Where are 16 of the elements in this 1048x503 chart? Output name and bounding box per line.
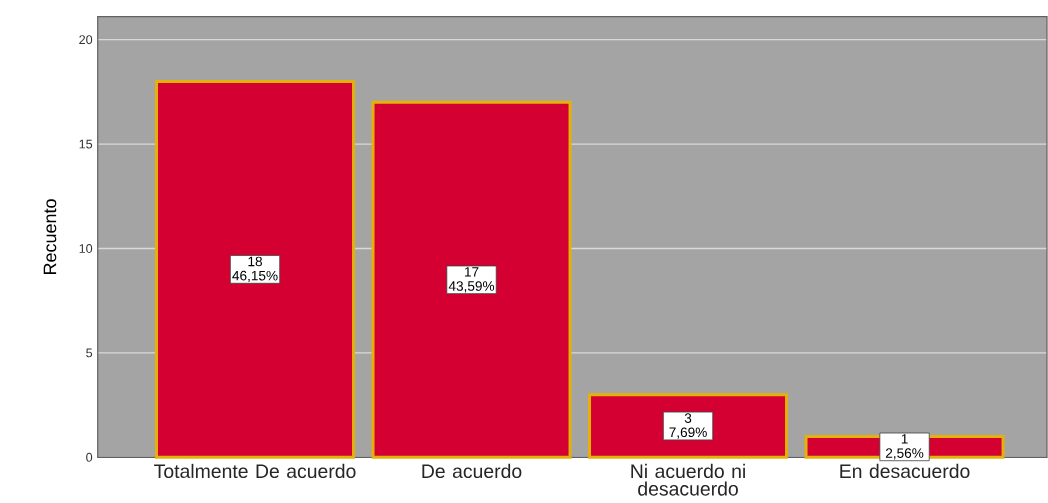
y-tick-label: 15 <box>79 139 93 149</box>
y-tick-label: 5 <box>86 348 93 358</box>
y-tick-label: 20 <box>79 35 93 45</box>
y-tick-label: 0 <box>86 452 93 462</box>
y-axis-title: Recuento <box>43 199 57 275</box>
x-tick-label: En desacuerdo <box>840 463 970 479</box>
data-label: 17 43,59% <box>448 267 495 293</box>
y-tick-label: 10 <box>79 244 93 253</box>
data-label: 18 46,15% <box>232 256 278 283</box>
x-tick-label: Totalmente De acuerdo <box>154 463 356 479</box>
data-label: 1 2,56% <box>885 434 924 460</box>
x-tick-label: Ni acuerdo ni desacuerdo <box>631 463 745 496</box>
bar <box>155 79 356 459</box>
data-label: 3 7,69% <box>669 413 707 439</box>
bar <box>371 100 572 459</box>
x-tick-label: De acuerdo <box>422 463 522 479</box>
